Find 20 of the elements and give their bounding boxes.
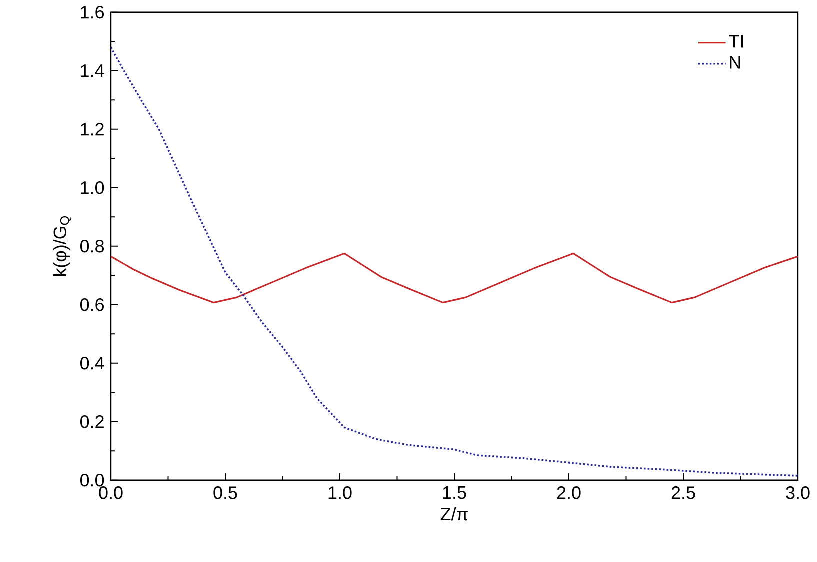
x-tick-label: 2.0: [557, 486, 581, 500]
x-tick-label: 0.5: [214, 486, 238, 500]
x-tick-label: 3.0: [786, 486, 810, 500]
y-tick-label: 1.0: [81, 181, 104, 194]
y-tick-label: 0.4: [80, 356, 104, 370]
y-tick-label: 1.4: [81, 64, 104, 77]
y-tick-label: 0.2: [80, 415, 104, 428]
legend-label: N: [730, 56, 740, 69]
legend-label: TI: [729, 35, 744, 48]
y-tick-label: 0.6: [80, 298, 104, 312]
x-tick-label: 1.0: [328, 486, 352, 500]
y-tick-label: 1.6: [81, 6, 104, 19]
y-axis-title: k(φ)/G$_{Q}$: [53, 216, 72, 276]
y-tick-label: 0.8: [80, 240, 104, 253]
y-tick-label: 1.2: [81, 122, 104, 136]
x-tick-label: 1.5: [443, 486, 466, 499]
y-tick-label: 0.0: [80, 474, 104, 487]
x-tick-label: 2.5: [672, 486, 696, 500]
x-tick-label: 0.0: [99, 486, 123, 500]
x-axis-title: Z/π: [440, 507, 468, 521]
